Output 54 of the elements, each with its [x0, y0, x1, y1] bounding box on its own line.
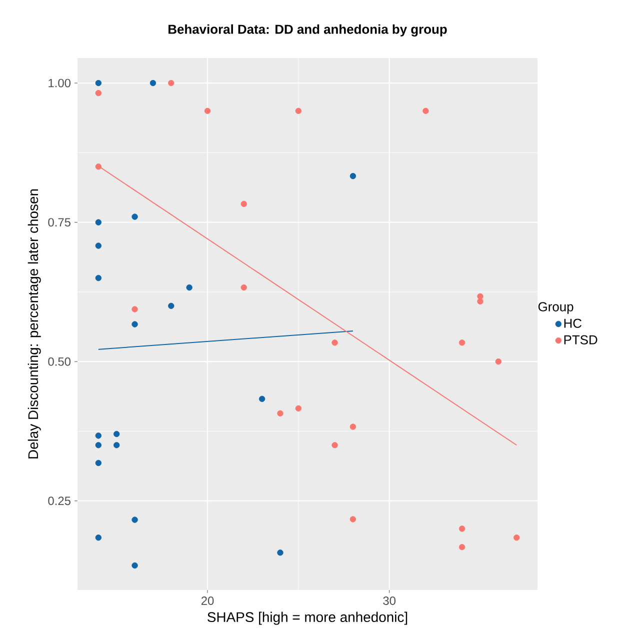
y-tick-label: 1.00: [48, 78, 71, 88]
point: [514, 534, 520, 541]
point: [132, 516, 138, 523]
x-tick-label: 30: [383, 596, 396, 605]
point: [95, 274, 102, 282]
x-axis-title: SHAPS [high = more anhedonic]: [208, 612, 408, 625]
legend-label: PTSD: [564, 335, 598, 344]
point: [132, 306, 138, 312]
chart-title: Behavioral Data: DD and anhedonia by group: [168, 24, 447, 36]
point: [114, 430, 120, 438]
y-tick-label: 0.75: [48, 218, 70, 227]
point: [168, 302, 174, 309]
point: [277, 410, 284, 416]
point: [277, 550, 284, 556]
point: [95, 442, 102, 448]
point: [95, 164, 102, 170]
point: [95, 219, 102, 226]
point: [240, 200, 247, 208]
point: [132, 562, 138, 569]
point: [258, 396, 266, 402]
x-tick-label: 20: [201, 596, 214, 605]
point: [458, 340, 466, 346]
point: [95, 432, 102, 439]
point: [295, 405, 302, 412]
point: [495, 358, 502, 365]
point: [204, 108, 211, 114]
y-axis-title: Delay Discounting: percentage later chosen: [28, 189, 41, 458]
point: [295, 108, 302, 114]
point: [186, 284, 192, 291]
point: [95, 90, 102, 96]
point: [458, 544, 466, 550]
point: [350, 172, 356, 180]
point: [95, 534, 102, 541]
y-tick-label: 0.25: [48, 496, 70, 506]
point: [350, 516, 356, 522]
legend-label: HC: [564, 318, 582, 328]
point: [150, 80, 156, 86]
point: [422, 108, 429, 114]
point: [95, 460, 102, 466]
point: [168, 80, 174, 86]
point: [114, 442, 120, 448]
point: [477, 298, 484, 305]
point: [350, 424, 356, 430]
point: [477, 293, 484, 300]
point: [132, 321, 138, 328]
point: [332, 442, 338, 448]
point: [132, 214, 138, 220]
point: [240, 284, 247, 291]
legend-title: Group: [538, 302, 574, 314]
point: [95, 80, 102, 86]
point: [458, 526, 466, 532]
y-tick-label: 0.50: [48, 357, 71, 366]
point: [332, 340, 338, 346]
point: [95, 242, 102, 249]
